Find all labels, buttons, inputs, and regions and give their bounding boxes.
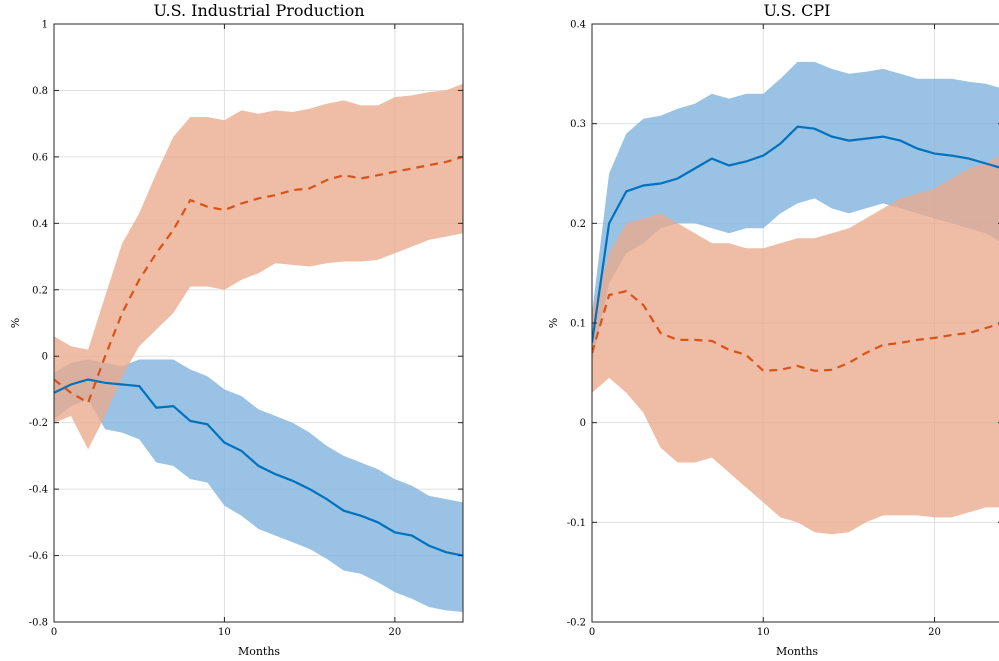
y-tick-label: 0.4 <box>32 219 48 230</box>
y-tick-label: 0.6 <box>32 152 48 163</box>
series-line-1 <box>54 155 463 405</box>
y-tick-label: -0.1 <box>567 518 586 529</box>
x-axis: 0 10 20 <box>51 24 401 638</box>
x-tick-label: 0 <box>589 627 595 638</box>
cpi-panel: U.S. CPI Months % -0.2-0.100.10.20.30.40… <box>547 1 999 658</box>
confidence-band-0 <box>54 359 463 612</box>
y-tick-label: 0.2 <box>32 285 48 296</box>
y-tick-label: 0.4 <box>570 20 586 31</box>
x-tick-label: 0 <box>51 627 57 638</box>
axes-frame <box>53 23 464 623</box>
y-tick-label: -0.4 <box>29 485 48 496</box>
y-tick-label: 0.8 <box>32 86 48 97</box>
x-tick-label: 20 <box>388 627 401 638</box>
industrial-production-panel: U.S. Industrial Production Months % -0.8… <box>9 1 464 658</box>
y-tick-label: 0.2 <box>570 219 586 230</box>
chart-title: U.S. Industrial Production <box>153 1 364 20</box>
y-tick-label: -0.2 <box>567 618 586 629</box>
x-axis-label: Months <box>238 645 280 658</box>
y-axis-label: % <box>9 318 22 328</box>
y-tick-label: 0 <box>42 352 48 363</box>
x-axis-label: Months <box>776 645 818 658</box>
plot-area <box>592 61 999 535</box>
y-axis: -0.2 -0.1 0 0.1 0.2 0.3 0.4 <box>567 20 999 629</box>
y-tick-label: 0.1 <box>570 319 586 330</box>
confidence-band-1 <box>54 83 463 450</box>
y-tick-label: -0.8 <box>29 618 48 629</box>
y-tick-label: -0.6 <box>29 551 48 562</box>
series-line-0 <box>54 378 463 557</box>
y-axis-label: % <box>547 318 560 328</box>
x-tick-label: 20 <box>928 627 941 638</box>
y-tick-label: 0.3 <box>570 119 586 130</box>
y-tick-label: 1 <box>42 20 48 31</box>
chart-title: U.S. CPI <box>764 1 831 20</box>
x-axis: 0 10 20 <box>589 24 941 638</box>
series-line-1 <box>592 289 999 372</box>
confidence-band-0 <box>592 61 999 363</box>
confidence-band-1 <box>592 155 999 535</box>
series-line-0 <box>592 125 999 344</box>
y-axis: -0.8 -0.6 -0.4 -0.2 0 0.2 0.4 0.6 0.8 1 <box>29 20 463 629</box>
y-tick-label: -0.2 <box>29 418 48 429</box>
x-tick-label: 10 <box>218 627 231 638</box>
x-tick-label: 10 <box>757 627 770 638</box>
plot-area <box>54 83 463 612</box>
y-tick-label: 0 <box>580 418 586 429</box>
